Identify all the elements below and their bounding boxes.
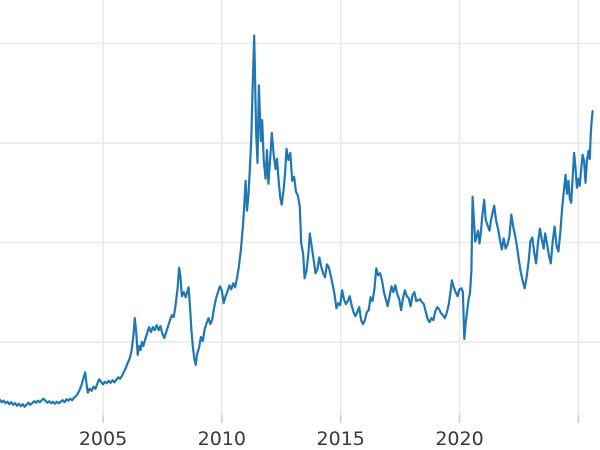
x-gridlines (102, 0, 580, 415)
x-tick-label: 2015 (317, 428, 365, 450)
x-axis-ticks (102, 415, 580, 423)
y-gridlines (0, 42, 600, 343)
x-tick-label: 2010 (198, 428, 246, 450)
x-axis-labels: 2005 2010 2015 2020 (79, 428, 484, 450)
price-line-series (0, 34, 594, 408)
x-tick-label: 2020 (435, 428, 483, 450)
x-tick-label: 2005 (79, 428, 127, 450)
